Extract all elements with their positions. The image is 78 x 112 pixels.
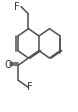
Text: F: F <box>14 2 20 12</box>
Text: O: O <box>4 60 12 70</box>
Text: F: F <box>27 83 33 93</box>
